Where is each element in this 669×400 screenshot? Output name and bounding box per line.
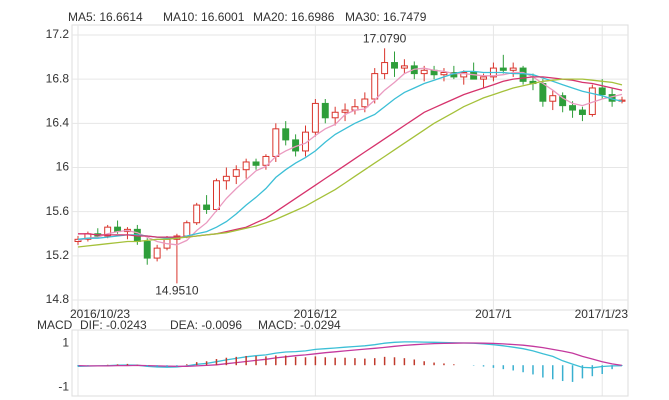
candle-body	[480, 76, 487, 80]
legend-entry: MA10: 16.6001	[163, 10, 245, 24]
candle-body	[232, 169, 240, 177]
candle-body	[400, 65, 408, 69]
candle-body	[519, 67, 527, 82]
candle-body	[272, 128, 280, 157]
candle-body	[381, 62, 389, 75]
legend-entry: MACD: -0.0294	[258, 318, 341, 332]
candle-body	[193, 204, 201, 224]
candle-body	[440, 72, 448, 76]
candle-body	[420, 69, 428, 75]
y-tick-label: 16.8	[46, 71, 70, 85]
macd-line	[77, 341, 623, 369]
y-tick-label: 16	[56, 160, 70, 174]
candle-body	[104, 226, 112, 237]
macd-title: MACD	[37, 318, 73, 332]
candle-body	[74, 238, 82, 243]
candle-body	[242, 161, 250, 171]
candle-body	[282, 128, 290, 141]
candle-body	[371, 73, 379, 100]
y-tick-label: 15.6	[46, 204, 70, 218]
y-tick-label: 1	[62, 335, 69, 349]
candle-body	[262, 155, 270, 166]
candle-body	[460, 72, 468, 78]
candle-body	[391, 62, 398, 69]
candle-body	[143, 241, 151, 259]
candle-body	[569, 105, 577, 111]
candle-body	[499, 67, 507, 71]
legend-entry: MA20: 16.6986	[253, 10, 335, 24]
x-tick-label: 2017/1/23	[575, 307, 629, 321]
candle-body	[578, 109, 586, 115]
legend-entry: MA30: 16.7479	[345, 10, 427, 24]
macd-line	[77, 342, 623, 367]
annotation: 17.0790	[363, 31, 407, 45]
y-tick-label: 17.2	[46, 27, 70, 41]
candle-body	[183, 222, 191, 237]
candle-body	[559, 95, 567, 107]
candle-body	[252, 161, 260, 166]
x-tick-label: 2016/10/23	[70, 307, 130, 321]
y-tick-label: 15.2	[46, 248, 70, 262]
ma-line	[77, 67, 623, 246]
candle-body	[321, 102, 329, 119]
plot-frame	[71, 329, 629, 397]
ma-line	[77, 70, 623, 240]
candle-body	[509, 67, 517, 71]
candle-body	[341, 109, 349, 113]
y-tick-label: 16.4	[46, 115, 70, 129]
annotation: 14.9510	[155, 284, 199, 298]
candle-body	[222, 175, 230, 182]
y-tick-label: 14.8	[46, 292, 70, 306]
legend-entry: DEA: -0.0096	[170, 318, 242, 332]
legend-entry: MA5: 16.6614	[68, 10, 143, 24]
ma-line	[77, 78, 623, 248]
legend-entry: DIF: -0.0243	[80, 318, 147, 332]
candle-body	[311, 102, 319, 133]
y-tick-label: -1	[58, 379, 69, 393]
x-tick-label: 2016/12	[294, 307, 338, 321]
candle-body	[203, 204, 211, 210]
candle-body	[213, 180, 220, 210]
ma-line	[78, 76, 623, 238]
candle-body	[549, 95, 557, 102]
x-tick-label: 2017/1	[475, 307, 512, 321]
candle-body	[470, 72, 478, 80]
candle-body	[361, 98, 369, 108]
candle-body	[331, 111, 339, 119]
candle-body	[153, 247, 161, 259]
candle-body	[598, 87, 606, 96]
candle-body	[539, 83, 547, 102]
